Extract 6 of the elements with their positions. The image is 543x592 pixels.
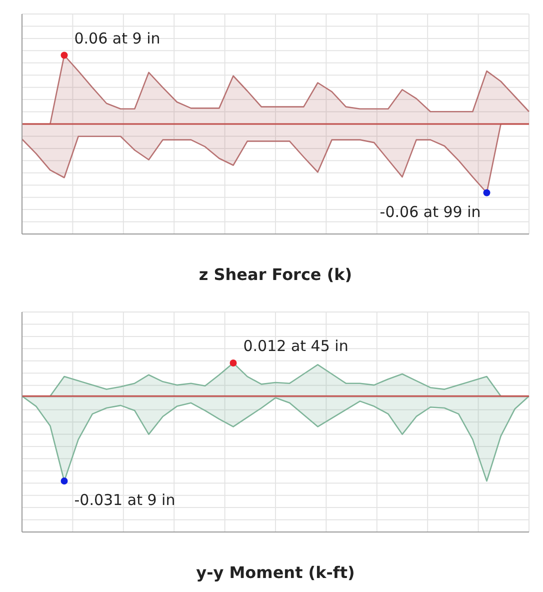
text: 0.012 at 45 in [243,336,348,355]
x-axis-title: y-y Moment (k-ft) [196,563,355,582]
text: -0.031 at 9 in [74,491,176,510]
text: 0.06 at 9 in [74,29,160,48]
x-axis-title: z Shear Force (k) [198,265,352,284]
text: -0.06 at 99 in [380,202,481,221]
